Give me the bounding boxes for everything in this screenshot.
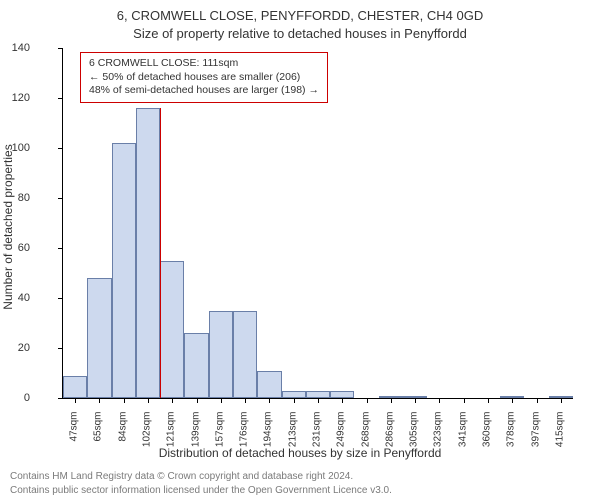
xtick-label: 139sqm xyxy=(190,412,201,462)
ytick-label: 120 xyxy=(0,92,30,104)
histogram-bar xyxy=(136,108,160,398)
xtick-mark xyxy=(148,398,149,403)
xtick-label: 305sqm xyxy=(409,412,420,462)
xtick-label: 213sqm xyxy=(287,412,298,462)
ytick-mark xyxy=(58,148,63,149)
xtick-label: 341sqm xyxy=(457,412,468,462)
annotation-box: 6 CROMWELL CLOSE: 111sqm ← 50% of detach… xyxy=(80,52,328,103)
reference-marker-line xyxy=(160,108,161,398)
xtick-mark xyxy=(197,398,198,403)
xtick-label: 231sqm xyxy=(312,412,323,462)
ytick-mark xyxy=(58,398,63,399)
footer-copyright-2: Contains public sector information licen… xyxy=(10,485,392,496)
xtick-label: 286sqm xyxy=(384,412,395,462)
xtick-mark xyxy=(537,398,538,403)
histogram-bar xyxy=(257,371,281,399)
ytick-label: 40 xyxy=(0,292,30,304)
histogram-bar xyxy=(209,311,233,399)
y-axis-label: Number of detached properties xyxy=(1,144,15,309)
ytick-label: 140 xyxy=(0,42,30,54)
footer-copyright-1: Contains HM Land Registry data © Crown c… xyxy=(10,471,353,482)
ytick-label: 20 xyxy=(0,342,30,354)
xtick-mark xyxy=(269,398,270,403)
histogram-bar xyxy=(112,143,136,398)
xtick-mark xyxy=(124,398,125,403)
xtick-mark xyxy=(75,398,76,403)
xtick-label: 47sqm xyxy=(69,412,80,462)
xtick-label: 84sqm xyxy=(117,412,128,462)
xtick-mark xyxy=(318,398,319,403)
annotation-line2: ← 50% of detached houses are smaller (20… xyxy=(89,71,319,85)
ytick-label: 80 xyxy=(0,192,30,204)
xtick-mark xyxy=(342,398,343,403)
histogram-bar xyxy=(63,376,87,399)
ytick-mark xyxy=(58,348,63,349)
xtick-label: 157sqm xyxy=(214,412,225,462)
ytick-mark xyxy=(58,298,63,299)
histogram-bar xyxy=(184,333,208,398)
xtick-mark xyxy=(391,398,392,403)
ytick-mark xyxy=(58,248,63,249)
xtick-mark xyxy=(294,398,295,403)
ytick-mark xyxy=(58,48,63,49)
chart-title-address: 6, CROMWELL CLOSE, PENYFFORDD, CHESTER, … xyxy=(0,8,600,23)
xtick-mark xyxy=(464,398,465,403)
property-size-chart: 6, CROMWELL CLOSE, PENYFFORDD, CHESTER, … xyxy=(0,0,600,500)
histogram-bar xyxy=(87,278,111,398)
xtick-label: 121sqm xyxy=(166,412,177,462)
ytick-label: 100 xyxy=(0,142,30,154)
xtick-mark xyxy=(99,398,100,403)
xtick-label: 249sqm xyxy=(336,412,347,462)
xtick-mark xyxy=(221,398,222,403)
xtick-mark xyxy=(512,398,513,403)
xtick-label: 194sqm xyxy=(263,412,274,462)
xtick-label: 323sqm xyxy=(433,412,444,462)
histogram-bar xyxy=(306,391,330,399)
annotation-line3: 48% of semi-detached houses are larger (… xyxy=(89,84,319,98)
histogram-bar xyxy=(233,311,257,399)
xtick-label: 415sqm xyxy=(554,412,565,462)
xtick-label: 268sqm xyxy=(360,412,371,462)
xtick-label: 176sqm xyxy=(239,412,250,462)
xtick-mark xyxy=(367,398,368,403)
annotation-line1: 6 CROMWELL CLOSE: 111sqm xyxy=(89,57,319,71)
xtick-mark xyxy=(561,398,562,403)
xtick-mark xyxy=(439,398,440,403)
xtick-label: 378sqm xyxy=(506,412,517,462)
ytick-mark xyxy=(58,198,63,199)
xtick-label: 360sqm xyxy=(482,412,493,462)
ytick-mark xyxy=(58,98,63,99)
xtick-mark xyxy=(245,398,246,403)
histogram-bar xyxy=(282,391,306,399)
xtick-mark xyxy=(488,398,489,403)
ytick-label: 0 xyxy=(0,392,30,404)
histogram-bar xyxy=(330,391,354,399)
xtick-label: 102sqm xyxy=(142,412,153,462)
chart-title-description: Size of property relative to detached ho… xyxy=(0,26,600,41)
xtick-label: 65sqm xyxy=(93,412,104,462)
histogram-bar xyxy=(160,261,184,399)
xtick-label: 397sqm xyxy=(530,412,541,462)
xtick-mark xyxy=(415,398,416,403)
ytick-label: 60 xyxy=(0,242,30,254)
xtick-mark xyxy=(172,398,173,403)
